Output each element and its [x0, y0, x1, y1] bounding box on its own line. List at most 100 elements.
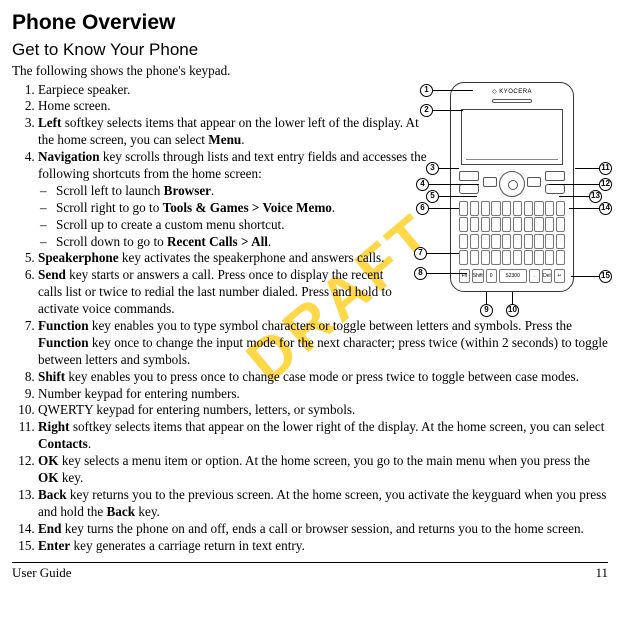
phone-body: ◇ KYOCERA Fn Shift 0 S2300 . Del ↵ [450, 82, 574, 292]
key-icon [534, 217, 543, 232]
earpiece-icon [492, 99, 532, 103]
key-icon [545, 201, 554, 216]
send-key-icon [459, 184, 479, 194]
text: key generates a carriage return in text … [70, 538, 305, 553]
lead-line [433, 110, 463, 111]
text: key activates the speakerphone and answe… [119, 250, 385, 265]
callout-6: 6 [416, 202, 429, 215]
key-name: Send [38, 267, 66, 282]
menu-name: Contacts [38, 436, 88, 451]
lead-line [429, 184, 479, 185]
callout-1: 1 [420, 84, 433, 97]
text: . [241, 132, 244, 147]
speaker-key-icon [483, 177, 497, 187]
menu-path: Recent Calls > All [167, 234, 268, 249]
key-name: Navigation [38, 149, 100, 164]
text: key turns the phone on and off, ends a c… [61, 521, 583, 536]
key-icon [470, 250, 479, 265]
key-icon [459, 250, 468, 265]
callout-13: 13 [589, 190, 602, 203]
text: Scroll left to launch [56, 183, 164, 198]
key-name: End [38, 521, 61, 536]
text: key. [135, 504, 160, 519]
lead-line [433, 90, 473, 91]
del-key-icon: Del [542, 269, 553, 283]
text: key. [59, 470, 84, 485]
text: softkey selects items that appear on the… [70, 419, 605, 434]
phone-diagram: ◇ KYOCERA Fn Shift 0 S2300 . Del ↵ [414, 82, 612, 322]
key-icon [481, 217, 490, 232]
key-icon [513, 234, 522, 249]
callout-11: 11 [599, 162, 612, 175]
intro-text: The following shows the phone's keypad. [12, 63, 608, 80]
key-icon [481, 250, 490, 265]
ok-key-icon [508, 180, 518, 190]
lead-line [427, 253, 459, 254]
list-item: Speakerphone key activates the speakerph… [38, 250, 408, 267]
list-item: Scroll right to go to Tools & Games > Vo… [56, 200, 428, 217]
brand-text: KYOCERA [499, 89, 532, 95]
screen-icon [461, 109, 563, 165]
text: . [332, 200, 335, 215]
key-icon [534, 250, 543, 265]
callout-12: 12 [599, 178, 612, 191]
list-item: End key turns the phone on and off, ends… [38, 521, 608, 538]
list-item: Number keypad for entering numbers. [38, 386, 608, 403]
key-name: Function [38, 335, 89, 350]
key-icon [534, 234, 543, 249]
key-icon [524, 217, 533, 232]
key-icon [491, 201, 500, 216]
text: key selects a menu item or option. At th… [59, 453, 590, 468]
key-name: Left [38, 115, 61, 130]
list-item: Scroll left to launch Browser. [56, 183, 428, 200]
lead-line [569, 208, 599, 209]
key-icon [459, 217, 468, 232]
key-icon [513, 250, 522, 265]
list-item: Scroll down to go to Recent Calls > All. [56, 234, 428, 251]
callout-4: 4 [416, 178, 429, 191]
callout-3: 3 [426, 162, 439, 175]
space-key-icon: S2300 [499, 269, 527, 283]
text: Scroll right to go to [56, 200, 163, 215]
sym-key-icon: . [529, 269, 540, 283]
callout-10: 10 [506, 304, 519, 317]
list-item: QWERTY keypad for entering numbers, lett… [38, 402, 608, 419]
key-icon [545, 250, 554, 265]
footer-left: User Guide [12, 565, 72, 582]
key-icon [534, 201, 543, 216]
text: key starts or answers a call. Press once… [38, 267, 392, 316]
bottom-row: Fn Shift 0 S2300 . Del ↵ [459, 269, 565, 283]
key-icon [556, 234, 565, 249]
text: . [88, 436, 91, 451]
key-icon [470, 201, 479, 216]
key-icon [459, 234, 468, 249]
text: . [211, 183, 214, 198]
fn-key-icon: Fn [459, 269, 470, 283]
back-key-icon [527, 177, 541, 187]
key-icon [491, 217, 500, 232]
key-icon [513, 201, 522, 216]
right-softkey-icon [545, 171, 565, 181]
lead-line [512, 292, 513, 304]
key-icon [459, 201, 468, 216]
key-icon [502, 217, 511, 232]
callout-15: 15 [599, 270, 612, 283]
key-icon [524, 234, 533, 249]
key-icon [524, 201, 533, 216]
list-item: Function key enables you to type symbol … [38, 318, 608, 369]
left-softkey-icon [459, 171, 479, 181]
key-icon [513, 217, 522, 232]
list-item: Right softkey selects items that appear … [38, 419, 608, 453]
section-heading: Get to Know Your Phone [12, 39, 608, 61]
key-icon [502, 250, 511, 265]
lead-line [429, 208, 459, 209]
key-name: Back [38, 487, 67, 502]
key-icon [556, 217, 565, 232]
key-icon [502, 234, 511, 249]
list-item: OK key selects a menu item or option. At… [38, 453, 608, 487]
menu-path: Tools & Games > Voice Memo [163, 200, 332, 215]
key-name: Right [38, 419, 70, 434]
lead-line [571, 276, 599, 277]
text: key enables you to press once to change … [65, 369, 579, 384]
text: Scroll down to go to [56, 234, 167, 249]
